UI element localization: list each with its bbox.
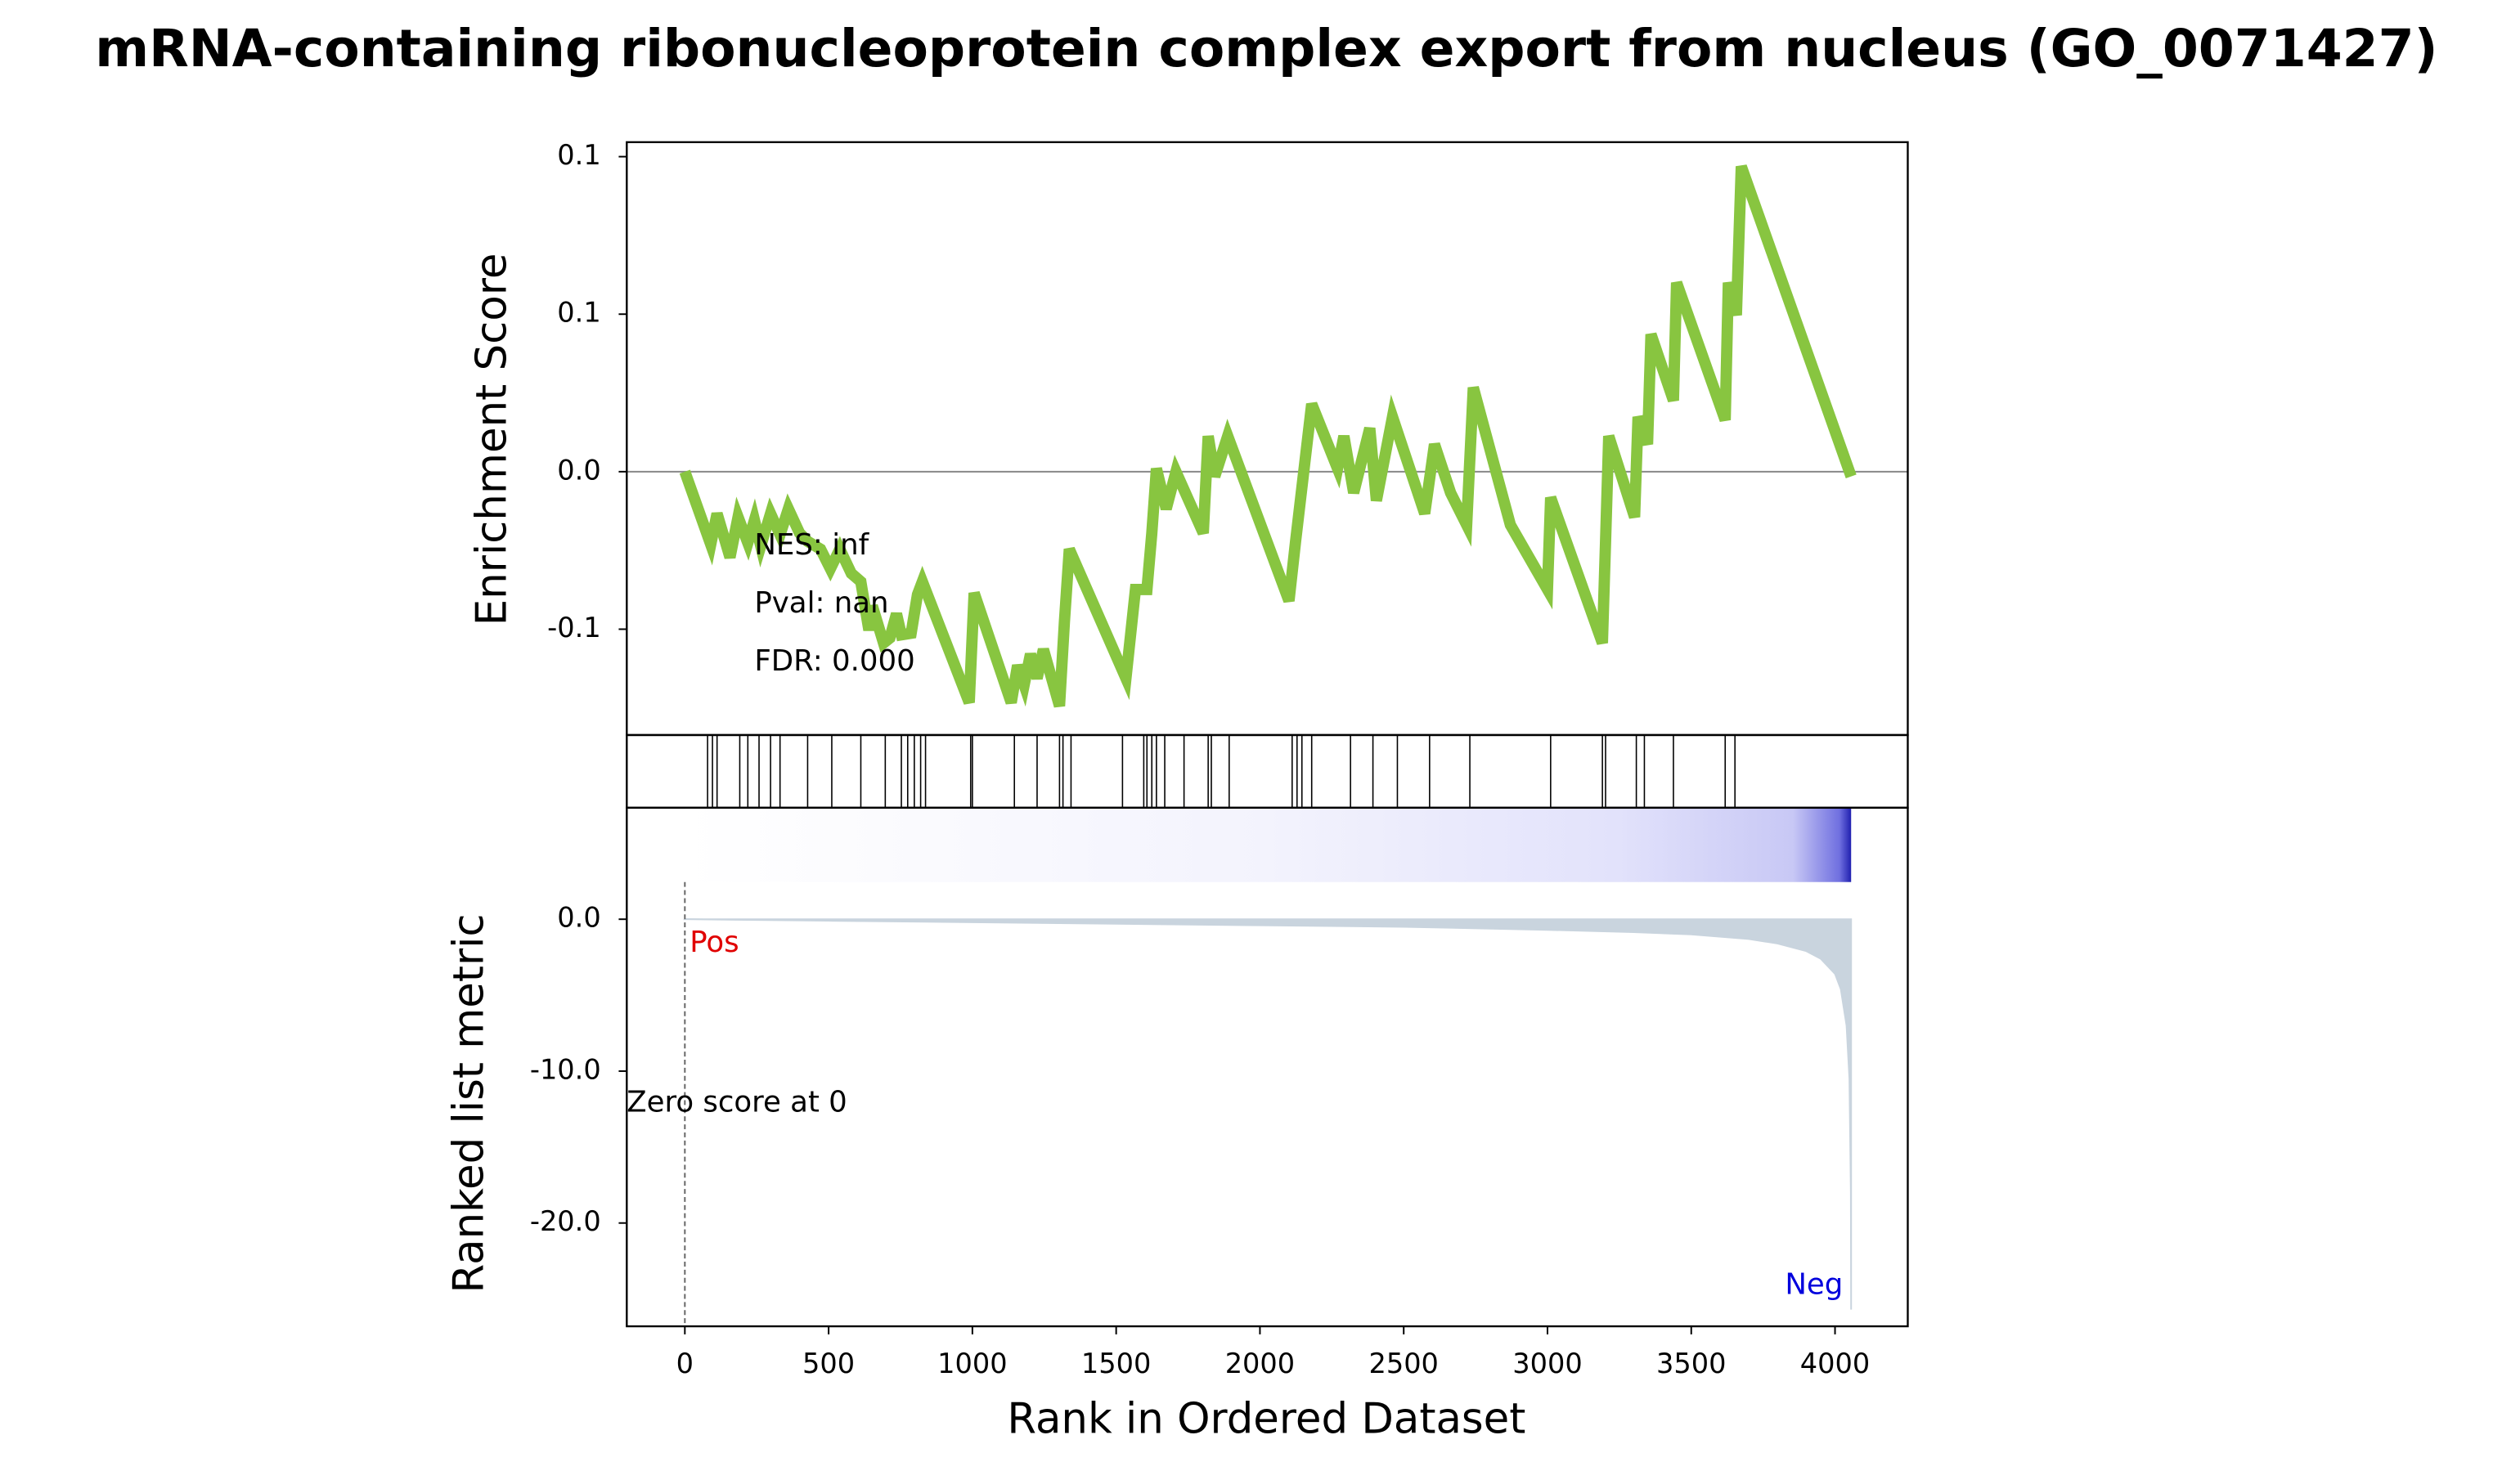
neg-label: Neg [1785, 1268, 1843, 1302]
y-axis-label: Enrichment Score [467, 253, 516, 626]
stat-annotation: FDR: 0.000 [754, 644, 914, 678]
y-tick-label: 0.0 [557, 902, 600, 934]
y-tick-label: -0.1 [547, 612, 601, 644]
pos-label: Pos [690, 926, 739, 959]
y-tick-label: -10.0 [530, 1053, 601, 1085]
x-tick-label: 2000 [1225, 1348, 1295, 1379]
stat-annotation: Pval: nan [754, 586, 888, 620]
y-tick-label: 0.0 [557, 454, 600, 486]
x-tick-label: 1500 [1081, 1348, 1151, 1379]
x-tick-label: 3500 [1656, 1348, 1726, 1379]
metric-area [682, 918, 1853, 1310]
x-axis-label: Rank in Ordered Dataset [1007, 1395, 1525, 1444]
y-tick-label: -20.0 [530, 1205, 601, 1237]
x-tick-label: 3000 [1512, 1348, 1582, 1379]
zero-score-label: Zero score at 0 [627, 1085, 847, 1119]
y-axis-label: Ranked list metric [445, 913, 494, 1293]
x-tick-label: 0 [676, 1348, 694, 1379]
x-tick-label: 4000 [1800, 1348, 1870, 1379]
y-tick-label: 0.1 [557, 297, 600, 329]
panel-frame [626, 733, 1909, 809]
stat-annotation: NES: inf [754, 528, 869, 562]
x-tick-label: 500 [802, 1348, 855, 1379]
x-tick-label: 2500 [1368, 1348, 1438, 1379]
y-tick-label: 0.1 [557, 139, 600, 171]
panel-frame [626, 806, 1909, 1328]
x-tick-label: 1000 [937, 1348, 1007, 1379]
enrichment-line [679, 164, 1857, 708]
chart-title: mRNA-containing ribonucleoprotein comple… [95, 18, 2437, 78]
color-bar [685, 807, 1852, 882]
